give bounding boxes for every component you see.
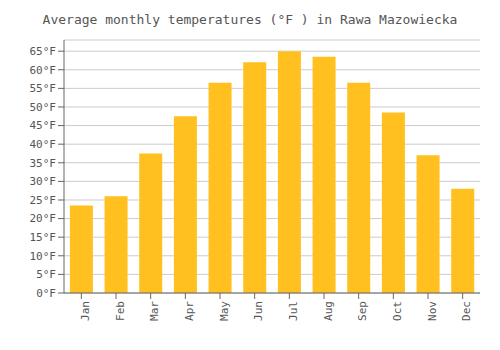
svg-text:Oct: Oct [391,301,404,321]
svg-text:50°F: 50°F [30,101,57,114]
svg-text:40°F: 40°F [30,138,57,151]
svg-text:Jul: Jul [287,301,300,321]
svg-text:30°F: 30°F [30,175,57,188]
svg-text:45°F: 45°F [30,119,57,132]
svg-text:Mar: Mar [148,301,161,321]
svg-text:Jan: Jan [79,301,92,321]
svg-text:0°F: 0°F [36,287,56,300]
svg-text:20°F: 20°F [30,212,57,225]
svg-text:Feb: Feb [114,301,127,321]
svg-text:25°F: 25°F [30,194,57,207]
svg-text:5°F: 5°F [36,268,56,281]
svg-text:15°F: 15°F [30,231,57,244]
svg-text:65°F: 65°F [30,45,57,58]
svg-text:55°F: 55°F [30,82,57,95]
svg-text:Aug: Aug [322,301,335,321]
svg-text:Dec: Dec [460,301,473,321]
svg-text:35°F: 35°F [30,157,57,170]
svg-text:60°F: 60°F [30,64,57,77]
svg-text:10°F: 10°F [30,250,57,263]
html-text:Average monthly temperatures (: Average monthly temperatures (°F ) in Ra… [42,12,458,27]
svg-text:Apr: Apr [183,301,196,321]
svg-text:Nov: Nov [426,301,439,321]
svg-text:Jun: Jun [252,301,265,321]
svg-text:Sep: Sep [356,301,369,321]
svg-text:May: May [218,301,231,321]
